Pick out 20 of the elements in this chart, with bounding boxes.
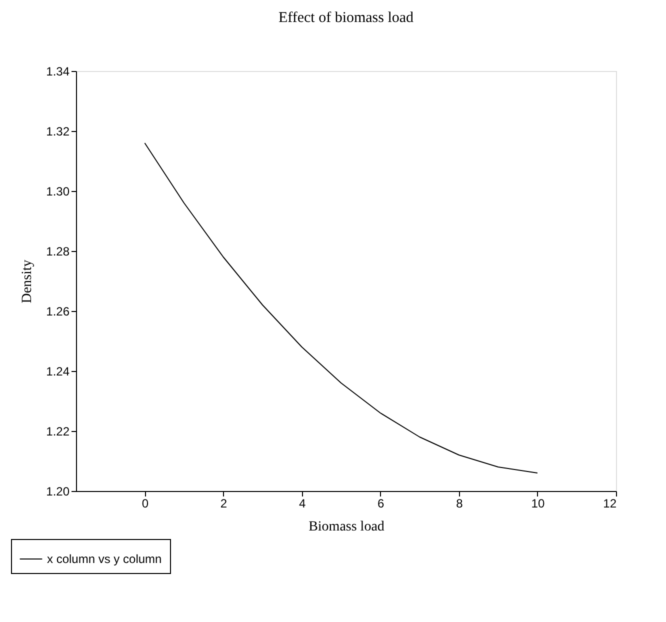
x-tick-label: 2 (220, 496, 228, 510)
y-tick-label: 1.26 (46, 304, 70, 318)
chart-title: Effect of biomass load (278, 10, 414, 26)
x-tick-label: 8 (456, 496, 464, 510)
y-tick-label: 1.20 (46, 484, 70, 498)
y-axis-title: Density (20, 260, 36, 304)
legend-label: x column vs y column (47, 552, 162, 566)
x-axis-title: Biomass load (308, 520, 384, 534)
x-tick-label: 10 (531, 496, 545, 510)
y-tick-label: 1.24 (46, 364, 70, 378)
x-tick-label: 0 (142, 496, 149, 510)
y-tick-label: 1.32 (46, 124, 70, 138)
y-tick-label: 1.22 (46, 424, 70, 438)
y-tick-label: 1.34 (46, 64, 70, 78)
x-tick-label: 12 (603, 496, 617, 510)
line-series (144, 142, 538, 474)
y-tick-label: 1.30 (46, 184, 70, 198)
x-tick-label: 4 (298, 496, 306, 510)
y-tick-label: 1.28 (46, 244, 70, 258)
x-tick-label: 6 (378, 496, 385, 510)
